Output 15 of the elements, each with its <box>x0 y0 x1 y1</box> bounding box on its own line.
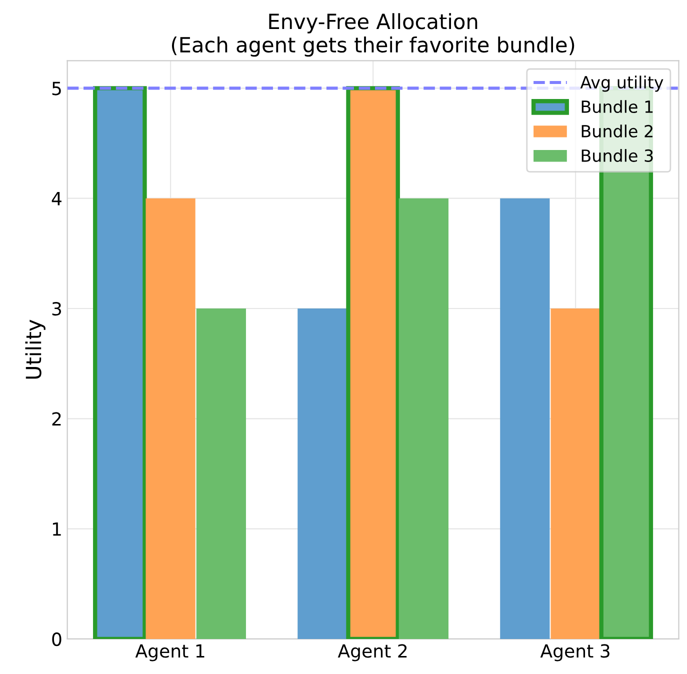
y-axis-title: Utility <box>25 320 46 379</box>
x-tick-label: Agent 3 <box>540 644 610 662</box>
y-tick-label: 1 <box>52 522 61 536</box>
ref-line-label: Avg utility <box>580 76 664 92</box>
legend-label: Bundle 3 <box>582 149 653 162</box>
x-tick-label: Agent 1 <box>135 644 204 662</box>
legend-label: Bundle 1 <box>582 100 653 114</box>
x-tick-label: Agent 2 <box>338 644 407 662</box>
y-tick-label: 5 <box>52 82 61 96</box>
y-tick-label: 0 <box>52 632 62 646</box>
y-tick-label: 2 <box>52 412 61 426</box>
y-tick-label: 3 <box>52 302 62 316</box>
chart-title: Envy-Free Allocation (Each agent gets their favorite bundle) <box>172 13 574 57</box>
y-tick-label: 4 <box>52 192 62 206</box>
legend-label: Bundle 2 <box>582 124 652 138</box>
